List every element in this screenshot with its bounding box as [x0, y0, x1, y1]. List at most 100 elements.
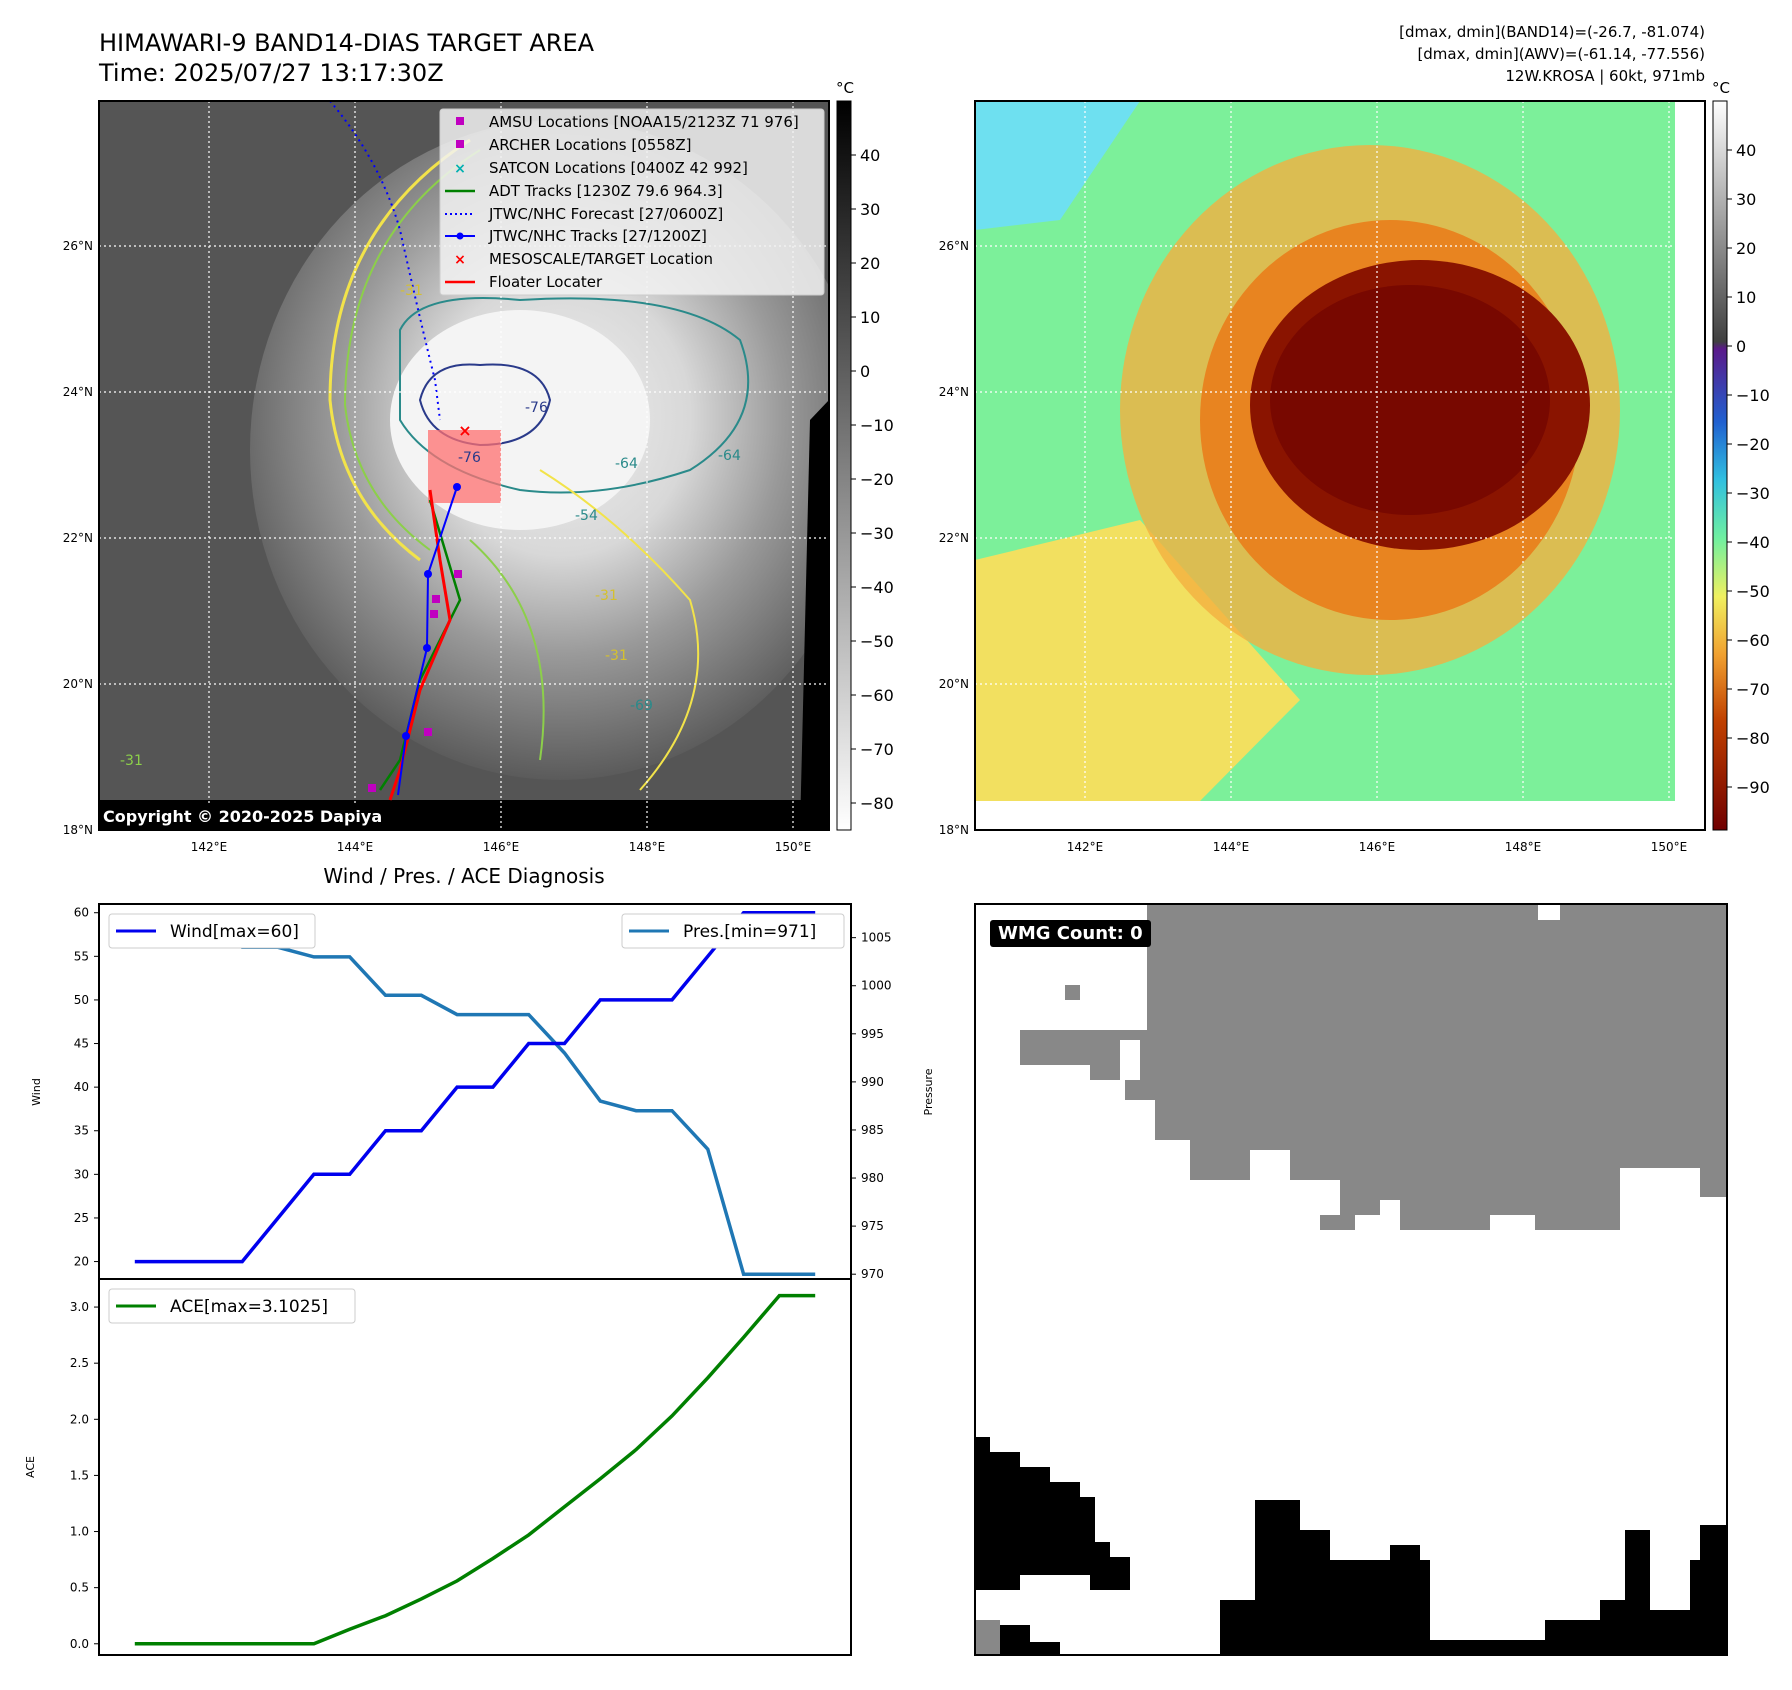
- wmg-gray-speck: [1065, 985, 1080, 1000]
- lon-tick: 146°E: [483, 840, 520, 854]
- colorbar-tick-label: 20: [860, 254, 880, 273]
- pressure-axis-label: Pressure: [922, 1068, 935, 1115]
- colorbar-tick-label: 0: [1736, 337, 1746, 356]
- archer-marker: [430, 610, 438, 618]
- pressure-legend: Pres.[min=971]: [621, 913, 845, 949]
- wind-legend-label: Wind[max=60]: [170, 922, 299, 942]
- contour-green-south: [469, 539, 545, 761]
- colorbar-tick-label: −80: [1736, 729, 1770, 748]
- legend-amsu-label: AMSU Locations [NOAA15/2123Z 71 976]: [489, 113, 799, 131]
- wind-tick-label: 40: [74, 1080, 89, 1094]
- wind-pressure-plot: 20 25 30 35 40 45 50 55 60 970 975 980 985 990 995 1000…: [74, 906, 892, 1281]
- ace-tick-label: 0.0: [70, 1637, 89, 1651]
- lon-tick: 150°E: [1651, 840, 1688, 854]
- dmax-band14-text: [dmax, dmin](BAND14)=(-26.7, -81.074): [1399, 23, 1705, 41]
- lon-tick: 142°E: [191, 840, 228, 854]
- lat-tick: 18°N: [939, 823, 969, 837]
- ace-tick-label: 0.5: [70, 1581, 89, 1595]
- contour-label: -76: [525, 400, 548, 416]
- wmg-black-region-mid: [1220, 1500, 1727, 1655]
- floater-track-line: [388, 489, 452, 801]
- colorbar-tick-label: −50: [1736, 582, 1770, 601]
- lat-tick: 20°N: [63, 677, 93, 691]
- colorbar-tick-label: −20: [860, 470, 894, 489]
- wmg-black-region-bottom: [1000, 1625, 1060, 1655]
- lon-tick: 142°E: [1067, 840, 1104, 854]
- legend-floater-label: Floater Locater: [489, 273, 603, 291]
- colorbar-tick-label: −30: [1736, 484, 1770, 503]
- lon-tick: 148°E: [629, 840, 666, 854]
- colorbar-tick-label: −10: [1736, 386, 1770, 405]
- wind-axis-label: Wind: [30, 1078, 43, 1106]
- amsu-marker: [454, 570, 462, 578]
- storm-info-text: 12W.KROSA | 60kt, 971mb: [1505, 67, 1705, 85]
- awv-map-frame: [974, 100, 1706, 831]
- legend-forecast-label: JTWC/NHC Forecast [27/0600Z]: [488, 205, 723, 223]
- wmg-frame: [974, 903, 1728, 1656]
- pressure-tick-label: 990: [861, 1075, 884, 1089]
- wind-tick-label: 45: [74, 1037, 89, 1051]
- copyright-badge: Copyright © 2020-2025 Dapiya: [99, 806, 403, 828]
- colorbar-tick-label: −20: [1736, 435, 1770, 454]
- wind-plot-frame: [98, 903, 852, 1280]
- awv-map-gridlines: [975, 101, 1705, 830]
- amsu-marker: [368, 784, 376, 792]
- lon-tick: 144°E: [337, 840, 374, 854]
- colorbar-tick-label: 40: [1736, 141, 1756, 160]
- colorbar-tick-label: 40: [860, 146, 880, 165]
- pressure-tick-label: 980: [861, 1171, 884, 1185]
- wind-tick-label: 20: [74, 1255, 89, 1269]
- wmg-gray-corner: [975, 1620, 1000, 1655]
- lat-tick: 24°N: [63, 385, 93, 399]
- archer-marker: [432, 595, 440, 603]
- contour-label: -64: [718, 448, 741, 464]
- colorbar-tick-label: −80: [860, 794, 894, 813]
- wind-tick-label: 35: [74, 1124, 89, 1138]
- gray-colorbar-ticks: 40 30 20 10 0 −10 −20 −30 −40 −50 −60 −70 −80: [851, 146, 894, 813]
- pressure-tick-label: 970: [861, 1267, 884, 1281]
- figure-title: HIMAWARI-9 BAND14-DIAS TARGET AREA: [99, 29, 595, 57]
- figure-time: Time: 2025/07/27 13:17:30Z: [98, 59, 444, 87]
- legend-archer-symbol: [456, 140, 464, 148]
- pressure-tick-label: 985: [861, 1123, 884, 1137]
- contour-label: -54: [575, 508, 598, 524]
- colorbar-tick-label: −10: [860, 416, 894, 435]
- ir-map-frame: [98, 100, 830, 831]
- colorbar-tick-label: −60: [1736, 631, 1770, 650]
- legend-satcon-symbol: ×: [454, 161, 466, 177]
- ace-plot-frame: [98, 1278, 852, 1656]
- map-legend: AMSU Locations [NOAA15/2123Z 71 976] ARC…: [439, 108, 825, 296]
- contour-label: -31: [605, 648, 628, 664]
- colorbar-tick-label: 0: [860, 362, 870, 381]
- legend-adt-label: ADT Tracks [1230Z 79.6 964.3]: [489, 182, 723, 200]
- contour-label: -64: [615, 456, 638, 472]
- awv-map-lon-ticks: 142°E 144°E 146°E 148°E 150°E: [1067, 840, 1688, 854]
- amsu-marker: [424, 728, 432, 736]
- contour-label: -31: [595, 588, 618, 604]
- target-location-marker: ×: [458, 421, 471, 440]
- awv-missing-edge: [1660, 101, 1705, 830]
- dmax-awv-text: [dmax, dmin](AWV)=(-61.14, -77.556): [1417, 45, 1705, 63]
- lat-tick: 20°N: [939, 677, 969, 691]
- ace-plot: 0.0 0.5 1.0 1.5 2.0 2.5 3.0: [70, 1293, 816, 1651]
- legend-amsu-symbol: [456, 117, 464, 125]
- wind-tick-label: 30: [74, 1167, 89, 1181]
- wind-legend-box: [108, 913, 316, 949]
- pressure-tick-label: 1005: [861, 931, 892, 945]
- ace-tick-label: 1.5: [70, 1468, 89, 1482]
- colorbar-tick-label: −70: [1736, 680, 1770, 699]
- diagnosis-title: Wind / Pres. / ACE Diagnosis: [323, 864, 604, 888]
- legend-satcon-label: SATCON Locations [0400Z 42 992]: [489, 159, 748, 177]
- colorbar-tick-label: −40: [860, 578, 894, 597]
- lat-tick: 24°N: [939, 385, 969, 399]
- lon-tick: 150°E: [775, 840, 812, 854]
- contour-label: -69: [630, 698, 653, 714]
- pressure-tick-label: 1000: [861, 979, 892, 993]
- lat-tick: 26°N: [939, 239, 969, 253]
- colorbar-tick-label: −60: [860, 686, 894, 705]
- color-colorbar-ticks: 40 30 20 10 0 −10 −20 −30 −40 −50 −60 −70 −80 −90: [1727, 141, 1770, 797]
- lon-tick: 144°E: [1213, 840, 1250, 854]
- target-area-box: [428, 430, 501, 503]
- ace-tick-label: 2.5: [70, 1356, 89, 1370]
- pressure-tick-label: 995: [861, 1027, 884, 1041]
